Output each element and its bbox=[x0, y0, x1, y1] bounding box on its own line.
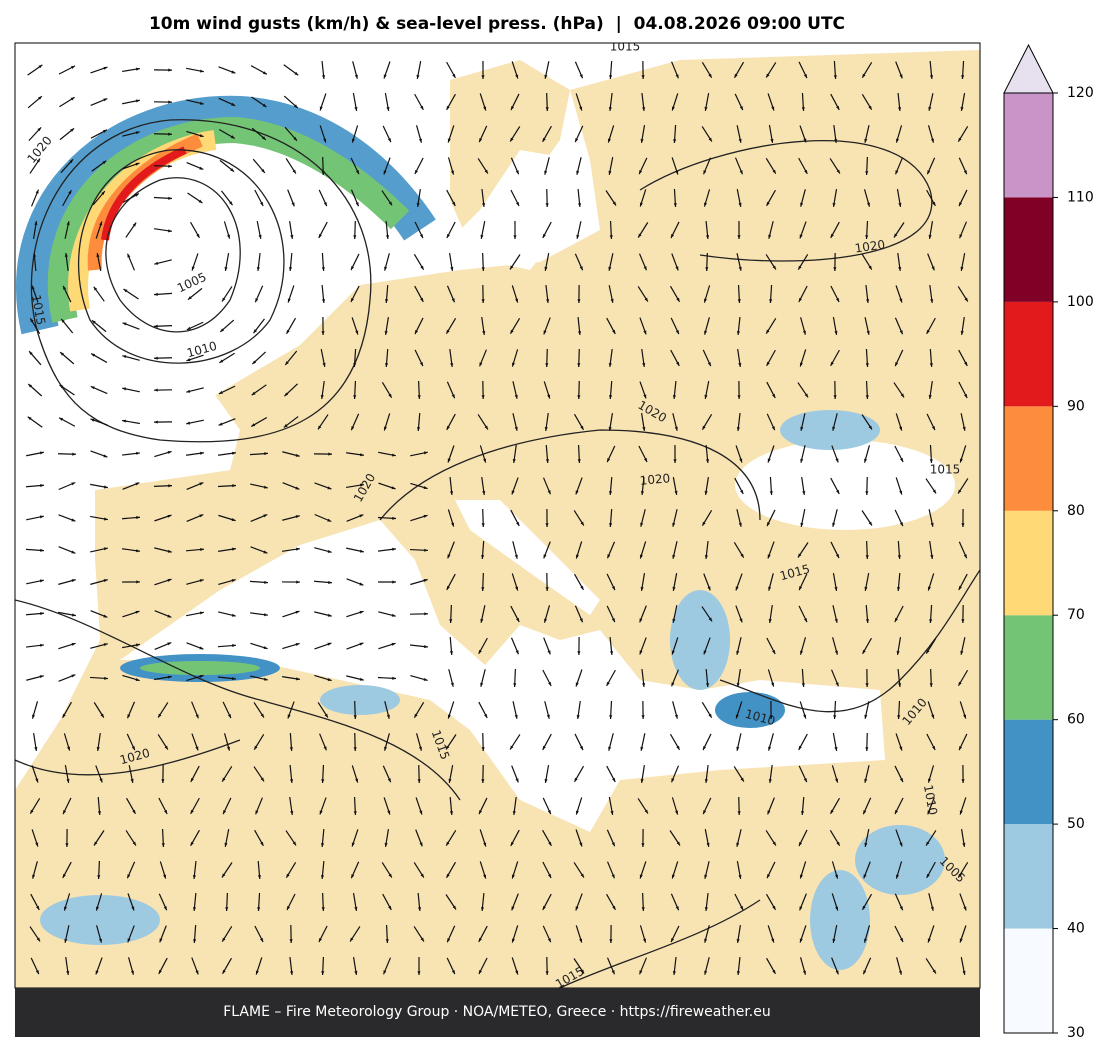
colorbar-band bbox=[1004, 93, 1053, 197]
title: 10m wind gusts (km/h) & sea-level press.… bbox=[149, 14, 845, 34]
isobar-label: 1015 bbox=[930, 463, 961, 477]
colorbar-tick-label: 40 bbox=[1067, 921, 1085, 937]
colorbar-tick-label: 50 bbox=[1067, 816, 1085, 832]
colorbar-band bbox=[1004, 511, 1053, 615]
colorbar-tick-label: 30 bbox=[1067, 1025, 1085, 1041]
colorbar-tick-label: 120 bbox=[1067, 85, 1094, 101]
colorbar-tick-label: 100 bbox=[1067, 294, 1094, 310]
map: 1015102010051010101510201020102010201015… bbox=[15, 40, 980, 992]
colorbar-band bbox=[1004, 197, 1053, 301]
colorbar-tick-label: 110 bbox=[1067, 189, 1094, 205]
isobar-label: 1015 bbox=[610, 40, 641, 54]
colorbar-band bbox=[1004, 302, 1053, 406]
colorbar: 30 40 50 60 70 80 90 100 110 120 bbox=[1004, 45, 1094, 1041]
footer-text: FLAME – Fire Meteorology Group · NOA/MET… bbox=[223, 1004, 771, 1020]
colorbar-tick-label: 90 bbox=[1067, 398, 1085, 414]
colorbar-band bbox=[1004, 406, 1053, 510]
colorbar-band bbox=[1004, 615, 1053, 719]
colorbar-band bbox=[1004, 929, 1053, 1033]
colorbar-tick-label: 70 bbox=[1067, 607, 1085, 623]
colorbar-band bbox=[1004, 720, 1053, 824]
colorbar-extension bbox=[1004, 45, 1053, 93]
colorbar-tick-label: 60 bbox=[1067, 712, 1085, 728]
colorbar-tick-label: 80 bbox=[1067, 503, 1085, 519]
colorbar-band bbox=[1004, 824, 1053, 928]
